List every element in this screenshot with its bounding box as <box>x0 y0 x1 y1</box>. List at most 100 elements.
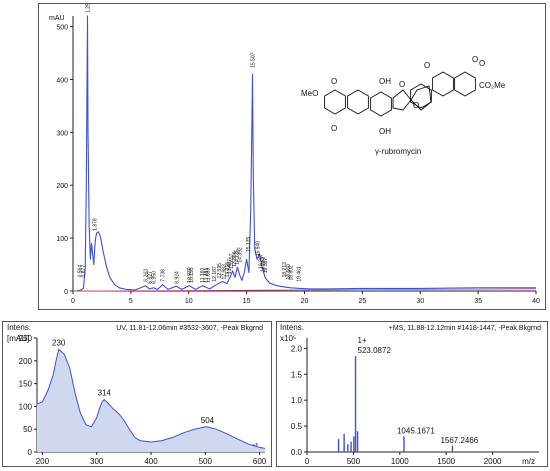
peak-label: 7.738 <box>161 269 167 282</box>
y-tick-label: 300 <box>56 130 68 137</box>
peak-label: 15.940 <box>256 241 262 257</box>
spectrum-info: UV, 11.81-12.06min #3532-3607, -Peak Bkg… <box>116 325 263 332</box>
structure-atom-label: MeO <box>301 89 318 98</box>
peak-label: 230 <box>52 338 66 347</box>
peak-label: 16.207 <box>259 253 265 269</box>
structure-atom-label: O <box>479 59 485 68</box>
structure-atom-label: CO₂Me <box>479 81 506 90</box>
peak-label: 18.213 <box>282 262 288 278</box>
uv-line <box>36 348 266 449</box>
structure-atom-label: O <box>413 101 419 110</box>
x-tick-label: 500 <box>347 457 361 466</box>
structure-atom-label: O <box>399 80 405 89</box>
y-tick-label: 1.0 <box>291 396 303 405</box>
x-tick-label: 1500 <box>437 457 455 466</box>
structure-ring-3 <box>370 91 392 117</box>
chromatogram-chart: mAU 0 100 200 300 400 500 0 5 10 15 20 25 30 35 40 0.564… <box>49 0 540 305</box>
uv-spectrum-panel: Intens. [mAU] UV, 11.81-12.06min #3532-360… <box>2 321 272 467</box>
structure-atom-label: O <box>331 124 337 133</box>
peak-label: 1567.2466 <box>440 436 478 445</box>
peak-label: 13.657 <box>229 253 235 269</box>
uv-spectrum-chart: Intens. [mAU] UV, 11.81-12.06min #3532-360… <box>7 323 267 466</box>
peak-label: 0.564 <box>78 265 84 278</box>
structure-ring-2 <box>347 89 369 115</box>
peak-label: 16.587 <box>263 258 269 274</box>
x-tick-label: 25 <box>358 298 366 305</box>
x-tick-label: 600 <box>253 457 267 466</box>
peak-label: 15.507 <box>251 52 257 68</box>
x-tick-label: 300 <box>90 457 104 466</box>
structure-ring-spiro <box>410 85 432 111</box>
peak-label: 6.263 <box>144 269 150 282</box>
peak-label: 11.633 <box>206 268 212 283</box>
y-tick-label: 200 <box>19 357 33 366</box>
y-axis-label: Intens. <box>280 323 304 332</box>
peak-label: 12.983 <box>221 264 227 280</box>
series-line-1 <box>76 15 536 292</box>
structure-atom-label: O <box>424 61 430 70</box>
y-tick-label: 100 <box>19 402 33 411</box>
y-tick-label: 1.5 <box>291 370 303 379</box>
peak-label: 18.560 <box>286 264 292 280</box>
peak-label: 314 <box>98 389 112 398</box>
peak-label: 13.896 <box>232 251 238 267</box>
structure-ring-6 <box>454 71 476 97</box>
structure-atom-label: O <box>472 55 478 64</box>
y-tick-label: 500 <box>56 25 68 32</box>
x-tick-label: 30 <box>416 298 424 305</box>
peak-label: 13.467 <box>227 259 233 275</box>
y-tick-label: 200 <box>56 183 68 190</box>
y-tick-label: 50 <box>23 425 32 434</box>
uv-area <box>37 349 265 452</box>
peak-label: 0.877 <box>81 265 87 278</box>
y-tick-label: 100 <box>56 236 68 243</box>
peak-label: 16.353 <box>260 257 266 273</box>
peak-label: 12.187 <box>212 266 218 282</box>
peak-label: 19.461 <box>296 266 302 282</box>
chromatogram-panel: mAU 0 100 200 300 400 500 0 5 10 15 20 25 30 35 40 0.564… <box>38 0 546 310</box>
x-tick-label: 1000 <box>391 457 409 466</box>
y-axis-unit: x10⁵ <box>280 334 296 343</box>
spectrum-info: +MS, 11.88-12.12min #1418-1447, -Peak Bk… <box>389 325 541 332</box>
peak-label: 15.135 <box>246 236 252 252</box>
y-tick-label: 0 <box>28 448 33 457</box>
x-tick-label: 10 <box>185 298 193 305</box>
peak-label: 523.0872 <box>358 346 392 355</box>
structure-atom-label: OH <box>379 127 391 136</box>
peak-label: 504 <box>201 416 215 425</box>
x-tick-label: 20 <box>301 298 309 305</box>
ms-spectrum-panel: Intens. x10⁵ +MS, 11.88-12.12min #1418-144… <box>276 321 548 467</box>
peak-label: 6.627 <box>148 271 154 284</box>
y-tick-label: 150 <box>19 380 33 389</box>
peak-label: 13.316 <box>225 262 231 278</box>
structure-ring-furan <box>392 89 412 111</box>
x-tick-label: 400 <box>144 457 158 466</box>
y-tick-label: 0.5 <box>291 422 303 431</box>
y-tick-label: 250 <box>19 334 33 343</box>
peak-label: 10.030 <box>187 267 193 283</box>
structure-drawing <box>324 71 476 117</box>
x-tick-label: 2000 <box>484 457 502 466</box>
peak-label: 12.595 <box>217 263 223 279</box>
y-axis-label: Intens. <box>7 323 31 332</box>
structure-ring-5 <box>432 71 454 97</box>
structure-atom-label: O <box>331 77 337 86</box>
y-tick-label: 0.0 <box>291 448 303 457</box>
y-axis-unit: [mAU] <box>7 334 29 343</box>
x-tick-label: 200 <box>36 457 50 466</box>
structure-ring-1 <box>324 89 346 115</box>
x-tick-label: 0 <box>305 457 310 466</box>
x-tick-label: 40 <box>532 298 540 305</box>
x-tick-label: 35 <box>474 298 482 305</box>
peak-label: 1.878 <box>93 218 99 231</box>
structure-atom-label: OH <box>379 77 391 86</box>
y-axis-label: mAU <box>49 15 65 22</box>
peak-label: 6.950 <box>151 271 157 284</box>
y-tick-label: 0 <box>64 289 68 296</box>
peak-label: 11.160 <box>200 268 206 283</box>
peak-label: 14.135 <box>235 249 241 265</box>
peak-label: 1.251 <box>86 4 92 13</box>
y-tick-label: 2.0 <box>291 344 303 353</box>
charge-label: 1+ <box>358 336 367 345</box>
peak-label: 11.491 <box>204 268 210 283</box>
